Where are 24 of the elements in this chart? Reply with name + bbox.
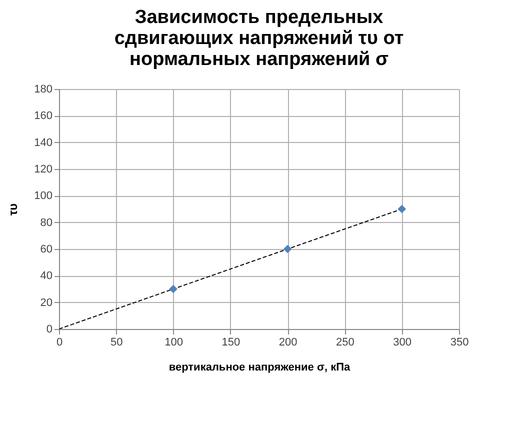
y-tick-label: 60 [40,244,52,256]
x-tick-label: 300 [393,336,412,348]
y-tick-label: 180 [34,84,52,96]
chart-title: Зависимость предельных сдвигающих напряжений τυ от нормальных напряжений σ [114,7,404,70]
point [398,204,406,214]
y-tick-label: 100 [34,190,52,202]
y-tick-label: 20 [40,296,52,309]
x-axis-title: вертикальное напряжение σ, кПа [168,362,352,374]
x-tick-label: 50 [110,336,123,348]
point [169,284,178,294]
x-tick-label: 100 [164,336,183,348]
y-tick-label: 80 [40,216,52,229]
y-tick-label: 120 [34,164,52,176]
y-tick-label: 40 [40,270,52,282]
y-axis-title: τυ [6,203,20,216]
y-tick-label: 140 [34,136,52,149]
point [283,244,292,254]
x-tick-label: 250 [336,336,354,348]
x-tick-label: 350 [450,336,469,348]
y-tick-label: 0 [46,324,52,336]
x-tick-label: 200 [278,336,298,348]
x-tick-label: 0 [56,336,63,348]
y-tick-label: 160 [34,110,52,122]
x-tick-label: 150 [222,336,240,348]
